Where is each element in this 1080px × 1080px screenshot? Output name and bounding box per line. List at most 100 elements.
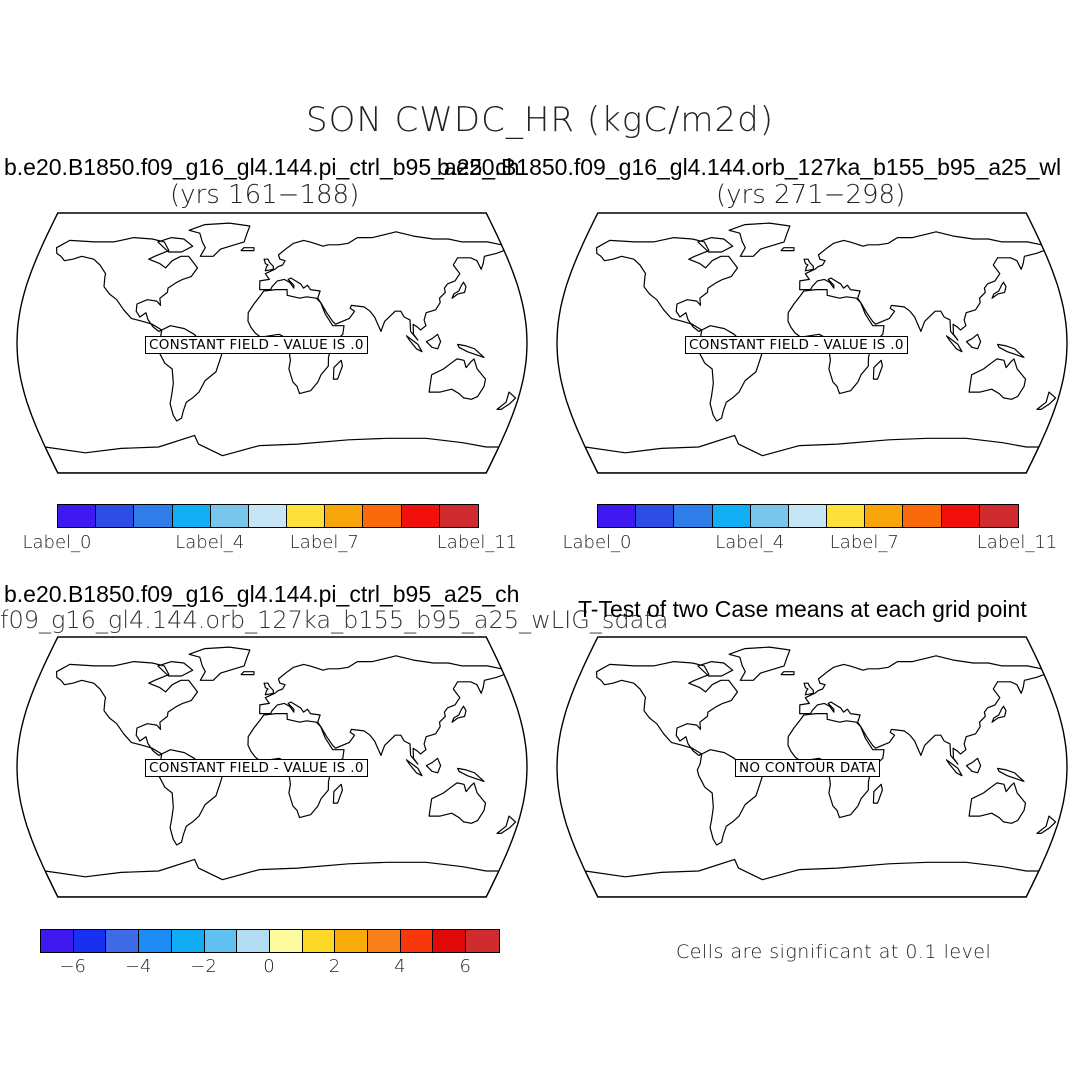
coastline-baffin (697, 237, 734, 253)
colorbar-swatch (750, 505, 789, 527)
colorbar-swatch (788, 505, 828, 527)
colorbar-swatch (941, 505, 980, 527)
coastline-japan (451, 705, 467, 723)
coastline-eurasia (799, 231, 1045, 341)
coastline-sumatra (405, 335, 423, 353)
coastline-madagascar (872, 783, 883, 804)
colorbar-swatch (210, 505, 249, 527)
coastline-madagascar (332, 783, 343, 804)
colorbar-swatch (172, 505, 211, 527)
colorbar-swatch (400, 930, 434, 952)
map-border (556, 636, 1068, 898)
coastline-north-america (596, 237, 739, 332)
colorbar-swatch (134, 505, 173, 527)
map-border (16, 636, 528, 898)
plot-title: SON CWDC_HR (kgC/m2d) (305, 100, 774, 140)
panel3-constant-field-label: CONSTANT FIELD - VALUE IS .0 (145, 759, 368, 777)
coastline-sumatra (945, 759, 963, 777)
coastlines (584, 222, 1057, 473)
colorbar-swatch (171, 930, 205, 952)
significance-note: Cells are significant at 0.1 level (676, 941, 992, 963)
colorbar-case1 (57, 504, 479, 528)
map-border (16, 212, 528, 474)
colorbar-swatch (73, 930, 107, 952)
coastline-sumatra (405, 759, 423, 777)
colorbar-tick-label: 6 (459, 956, 472, 977)
colorbar-tick-label: Label_11 (436, 532, 518, 553)
colorbar-swatch (325, 505, 364, 527)
map-panel-2 (552, 210, 1072, 476)
colorbar-swatch (903, 505, 942, 527)
coastline-greatbritain (263, 258, 274, 272)
coastline-antarctica (44, 858, 500, 897)
coastline-eurasia (259, 655, 505, 765)
colorbar-swatch (335, 930, 369, 952)
coastline-baffin (157, 661, 194, 677)
colorbar-tick-label: 4 (394, 956, 406, 977)
colorbar-tick-label: Label_0 (562, 532, 632, 553)
colorbar-swatch (96, 505, 135, 527)
coastline-baffin (157, 237, 194, 253)
coastline-sumatra (945, 335, 963, 353)
coastline-australia (968, 782, 1027, 824)
colorbar-difference (40, 929, 500, 953)
colorbar-swatch (433, 930, 467, 952)
colorbar-swatch (401, 505, 440, 527)
colorbar-swatch (827, 505, 866, 527)
colorbar-swatch (636, 505, 675, 527)
colorbar-tick-label: Label_7 (829, 532, 899, 553)
coastline-newzealand (496, 391, 517, 410)
panel4-no-contour-label: NO CONTOUR DATA (735, 759, 880, 777)
coastline-eurasia (799, 655, 1045, 765)
coastline-japan (451, 281, 467, 299)
colorbar-tick-label: 2 (328, 956, 341, 977)
colorbar-tick-label: Label_0 (22, 532, 92, 553)
coastline-madagascar (872, 359, 883, 380)
coastline-greatbritain (263, 682, 274, 696)
coastline-newzealand (1036, 391, 1057, 410)
colorbar-tick-label: Label_7 (289, 532, 359, 553)
coastline-newguinea (997, 767, 1025, 782)
panel3-subtitle: f09_g16_gl4.144.orb_127ka_b155_b95_a25_w… (0, 606, 669, 634)
colorbar-swatch (979, 505, 1018, 527)
colorbar-swatch (269, 930, 303, 952)
colorbar-swatch (204, 930, 238, 952)
colorbar-tick-label: Label_11 (976, 532, 1058, 553)
map-border (556, 212, 1068, 474)
coastline-newzealand (496, 815, 517, 834)
panel2-case-title: b.e20.B1850.f09_g16_gl4.144.orb_127ka_b1… (437, 154, 1062, 180)
coastline-newguinea (997, 343, 1025, 358)
coastline-australia (968, 358, 1027, 400)
coastline-australia (428, 782, 487, 824)
panel4-ttest-title: T-Test of two Case means at each grid po… (578, 596, 1027, 622)
colorbar-tick-label: −2 (190, 956, 217, 977)
coastline-eurasia (259, 231, 505, 341)
colorbar-swatch (248, 505, 288, 527)
colorbar-swatch (363, 505, 402, 527)
panel3-case-title: b.e20.B1850.f09_g16_gl4.144.pi_ctrl_b95_… (4, 581, 520, 607)
coastline-newguinea (457, 343, 485, 358)
coastline-japan (991, 705, 1007, 723)
coastline-antarctica (584, 858, 1040, 897)
coastline-indonesia-borneo (965, 757, 982, 774)
colorbar-swatch (287, 505, 326, 527)
panel1-constant-field-label: CONSTANT FIELD - VALUE IS .0 (145, 336, 368, 354)
colorbar-swatch (41, 930, 74, 952)
coastline-greatbritain (803, 258, 814, 272)
coastline-north-america (56, 237, 199, 332)
colorbar-swatch (106, 930, 140, 952)
coastline-baffin (697, 661, 734, 677)
colorbar-tick-label: −6 (59, 956, 86, 977)
coastline-antarctica (584, 434, 1040, 473)
coastline-greatbritain (803, 682, 814, 696)
colorbar-swatch (368, 930, 401, 952)
coastline-greenland (188, 646, 251, 681)
panel1-case-title: b.e20.B1850.f09_g16_gl4.144.pi_ctrl_b95_… (4, 154, 520, 180)
coastline-greenland (728, 646, 791, 681)
colorbar-tick-label: Label_4 (715, 532, 785, 553)
panel1-years: (yrs 161−188) (170, 180, 360, 210)
colorbar-swatch (466, 930, 499, 952)
colorbar-swatch (674, 505, 713, 527)
map-panel-4 (552, 634, 1072, 900)
coastline-iceland (240, 247, 255, 252)
